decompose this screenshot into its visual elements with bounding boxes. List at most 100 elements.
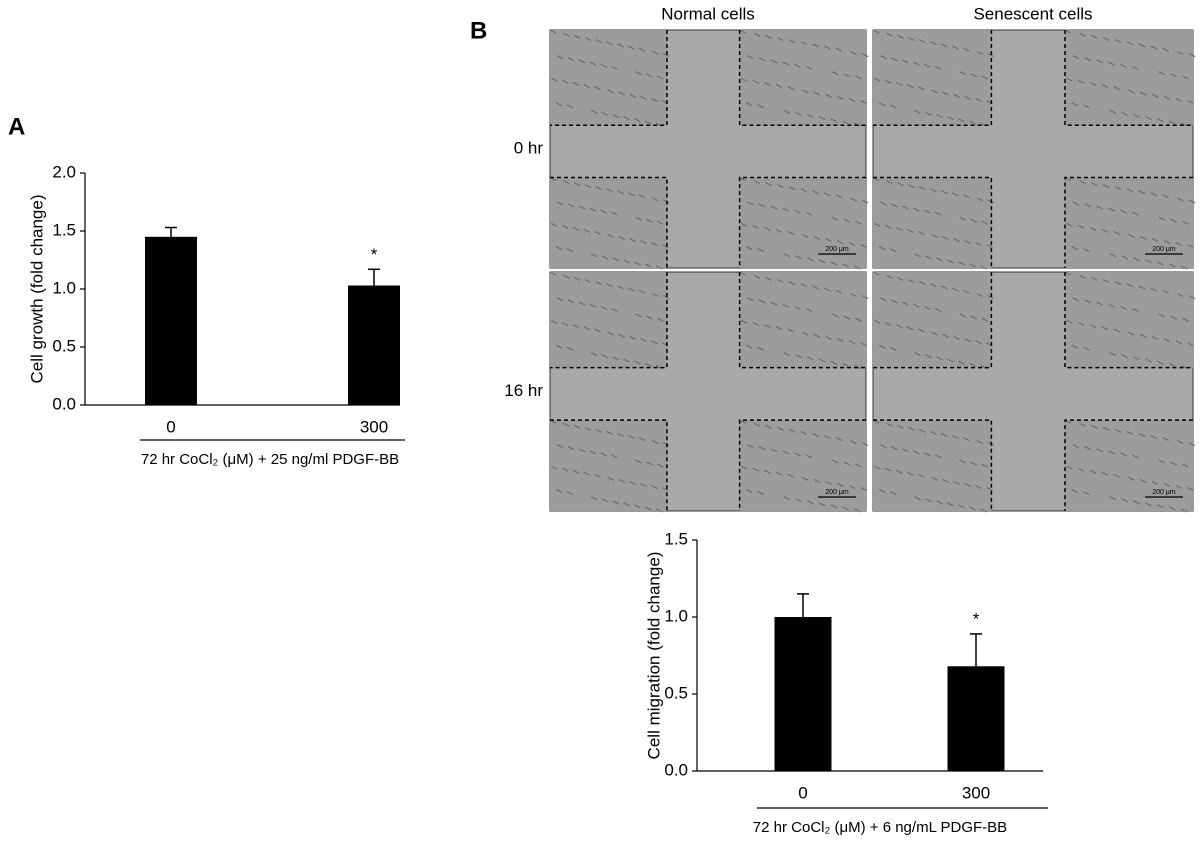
cell	[1077, 79, 1085, 84]
cell	[880, 201, 887, 206]
cell	[1121, 354, 1129, 359]
cell	[556, 55, 564, 60]
cell	[959, 459, 966, 464]
cell	[936, 500, 943, 505]
cell	[1162, 289, 1169, 294]
cell	[589, 61, 597, 66]
cell	[601, 111, 609, 116]
cell	[1083, 248, 1090, 253]
cell	[757, 248, 765, 253]
cell	[807, 356, 814, 361]
cell	[635, 459, 642, 464]
cell	[813, 478, 821, 483]
micrograph: 200 μm	[872, 271, 1196, 513]
cell	[873, 465, 881, 470]
cell	[861, 295, 869, 300]
cell	[980, 508, 987, 513]
cell	[986, 486, 993, 492]
cell	[818, 502, 826, 507]
cell	[655, 265, 663, 270]
cell	[980, 265, 987, 270]
cell	[764, 81, 771, 86]
cell	[963, 194, 970, 199]
cell	[1168, 263, 1176, 268]
cell	[952, 287, 959, 292]
cell	[1101, 228, 1109, 233]
y-tick-label: 0.0	[664, 760, 688, 779]
cell	[607, 476, 615, 481]
cell	[640, 338, 647, 343]
cell	[600, 305, 607, 310]
cell	[618, 333, 625, 338]
bar	[774, 617, 832, 771]
cell	[775, 228, 783, 233]
cell	[740, 465, 748, 470]
cell	[878, 102, 886, 107]
cell	[801, 331, 809, 336]
cell	[782, 450, 789, 455]
cell	[1089, 324, 1097, 329]
cell	[747, 201, 754, 206]
cell	[906, 84, 914, 89]
cell	[770, 59, 778, 64]
y-axis-label: Cell migration (fold change)	[644, 552, 663, 760]
cell	[1101, 84, 1109, 89]
cell	[635, 71, 642, 76]
cell	[908, 36, 915, 42]
row-label: 0 hr	[514, 138, 544, 157]
cell	[941, 43, 948, 48]
cell	[1096, 301, 1103, 306]
cell	[629, 237, 636, 243]
cell	[638, 194, 646, 199]
cell	[606, 41, 613, 46]
cell	[891, 446, 898, 451]
cell	[1163, 338, 1171, 343]
cell	[964, 95, 971, 100]
cell	[566, 346, 574, 351]
cell	[969, 506, 976, 511]
cell	[831, 71, 839, 76]
cell	[601, 498, 609, 503]
cell	[941, 285, 948, 290]
cell	[652, 440, 659, 445]
cell	[1128, 89, 1135, 94]
cell	[976, 292, 984, 298]
cell	[850, 440, 857, 445]
cell	[1132, 65, 1139, 70]
cell	[831, 459, 839, 464]
bar	[947, 666, 1005, 771]
cell	[1133, 356, 1140, 361]
cell	[947, 358, 954, 363]
cell	[583, 228, 591, 233]
cell	[1150, 192, 1158, 197]
cell	[644, 120, 652, 125]
cell	[897, 182, 904, 187]
cell	[550, 222, 558, 227]
cell	[562, 180, 570, 185]
cell	[931, 89, 938, 94]
cell	[549, 271, 557, 276]
cell	[843, 461, 851, 466]
cell	[1170, 218, 1177, 223]
cell	[919, 39, 926, 44]
cell	[584, 426, 592, 431]
cell	[657, 75, 664, 80]
cell	[1084, 203, 1092, 208]
cell	[739, 29, 746, 34]
cell	[925, 498, 932, 503]
cell	[787, 473, 795, 478]
cell	[775, 326, 783, 331]
cell	[917, 86, 925, 91]
y-tick-label: 1.5	[664, 529, 688, 548]
cell	[902, 205, 909, 210]
cell	[644, 506, 652, 511]
cell-region	[1065, 272, 1193, 368]
cell	[947, 259, 954, 264]
cell	[794, 209, 801, 214]
cell	[1101, 326, 1109, 331]
cell	[1158, 216, 1165, 221]
cell	[638, 289, 646, 294]
cell	[824, 45, 831, 50]
cell	[902, 59, 909, 64]
cell	[969, 362, 976, 367]
